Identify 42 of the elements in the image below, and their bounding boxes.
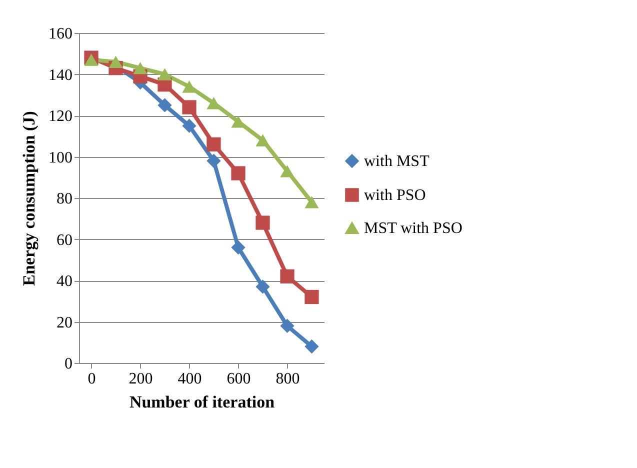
y-tick-label: 140 [48,66,72,84]
point [304,290,319,304]
y-tick-label: 160 [48,26,72,42]
point [256,280,270,294]
x-tick-label: 0 [88,370,96,388]
legend-label: MST with PSO [364,220,462,237]
point [206,97,221,110]
y-tick-label: 60 [56,232,72,249]
point [206,137,221,152]
y-tick-label: 20 [56,314,72,332]
point [231,240,246,255]
x-tick-label: 400 [178,370,202,388]
point [182,118,196,133]
point [182,80,196,93]
point [158,68,172,80]
y-tick-label: 100 [48,149,72,166]
point [108,56,123,68]
y-tick-label: 0 [64,356,72,372]
point [304,196,319,208]
point [304,339,319,354]
y-tick-label: 80 [56,190,72,208]
y-tick-label: 120 [48,108,72,125]
x-tick-label: 600 [226,370,251,388]
point [280,318,294,333]
point [231,116,246,128]
point [158,98,172,112]
point [256,134,270,146]
point [280,165,294,178]
point [182,100,196,114]
x-tick-label: 800 [276,370,300,388]
legend-label: with MST [364,153,430,170]
point [256,216,270,230]
point [280,269,294,284]
x-axis-title: Number of iteration [129,392,276,412]
point [84,54,98,66]
point [133,62,148,74]
y-axis-title: Energy consumption (J) [20,111,38,286]
x-tick-label: 200 [128,370,153,388]
point [231,166,246,180]
point [206,154,221,168]
y-tick-label: 40 [56,273,72,290]
legend-label: with PSO [364,187,426,204]
